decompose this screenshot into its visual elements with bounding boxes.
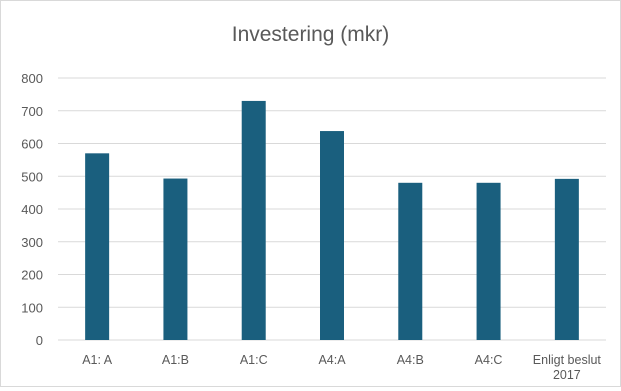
y-tick-label: 600 <box>21 137 43 152</box>
x-tick-label: A1:C <box>240 353 268 367</box>
bar <box>163 178 188 340</box>
y-tick-label: 500 <box>21 169 43 184</box>
y-tick-label: 0 <box>36 333 43 348</box>
x-tick-label: A4:A <box>318 353 346 367</box>
x-tick-label: A4:C <box>475 353 503 367</box>
x-tick-label: A1: A <box>82 353 113 367</box>
bar <box>476 182 501 340</box>
y-tick-label: 100 <box>21 300 43 315</box>
bar <box>241 100 266 340</box>
bar <box>554 178 579 340</box>
bar <box>85 153 110 340</box>
y-tick-label: 700 <box>21 104 43 119</box>
x-tick-label: A4:B <box>397 353 424 367</box>
chart-title: Investering (mkr) <box>231 23 390 46</box>
x-tick-label: A1:B <box>162 353 189 367</box>
y-tick-label: 200 <box>21 268 43 283</box>
x-tick-label: Enligt beslut 2017 <box>533 353 602 382</box>
y-tick-label: 800 <box>21 71 43 86</box>
y-tick-label: 300 <box>21 235 43 250</box>
bar <box>398 182 423 340</box>
y-tick-label: 400 <box>21 202 43 217</box>
bar <box>320 131 344 340</box>
